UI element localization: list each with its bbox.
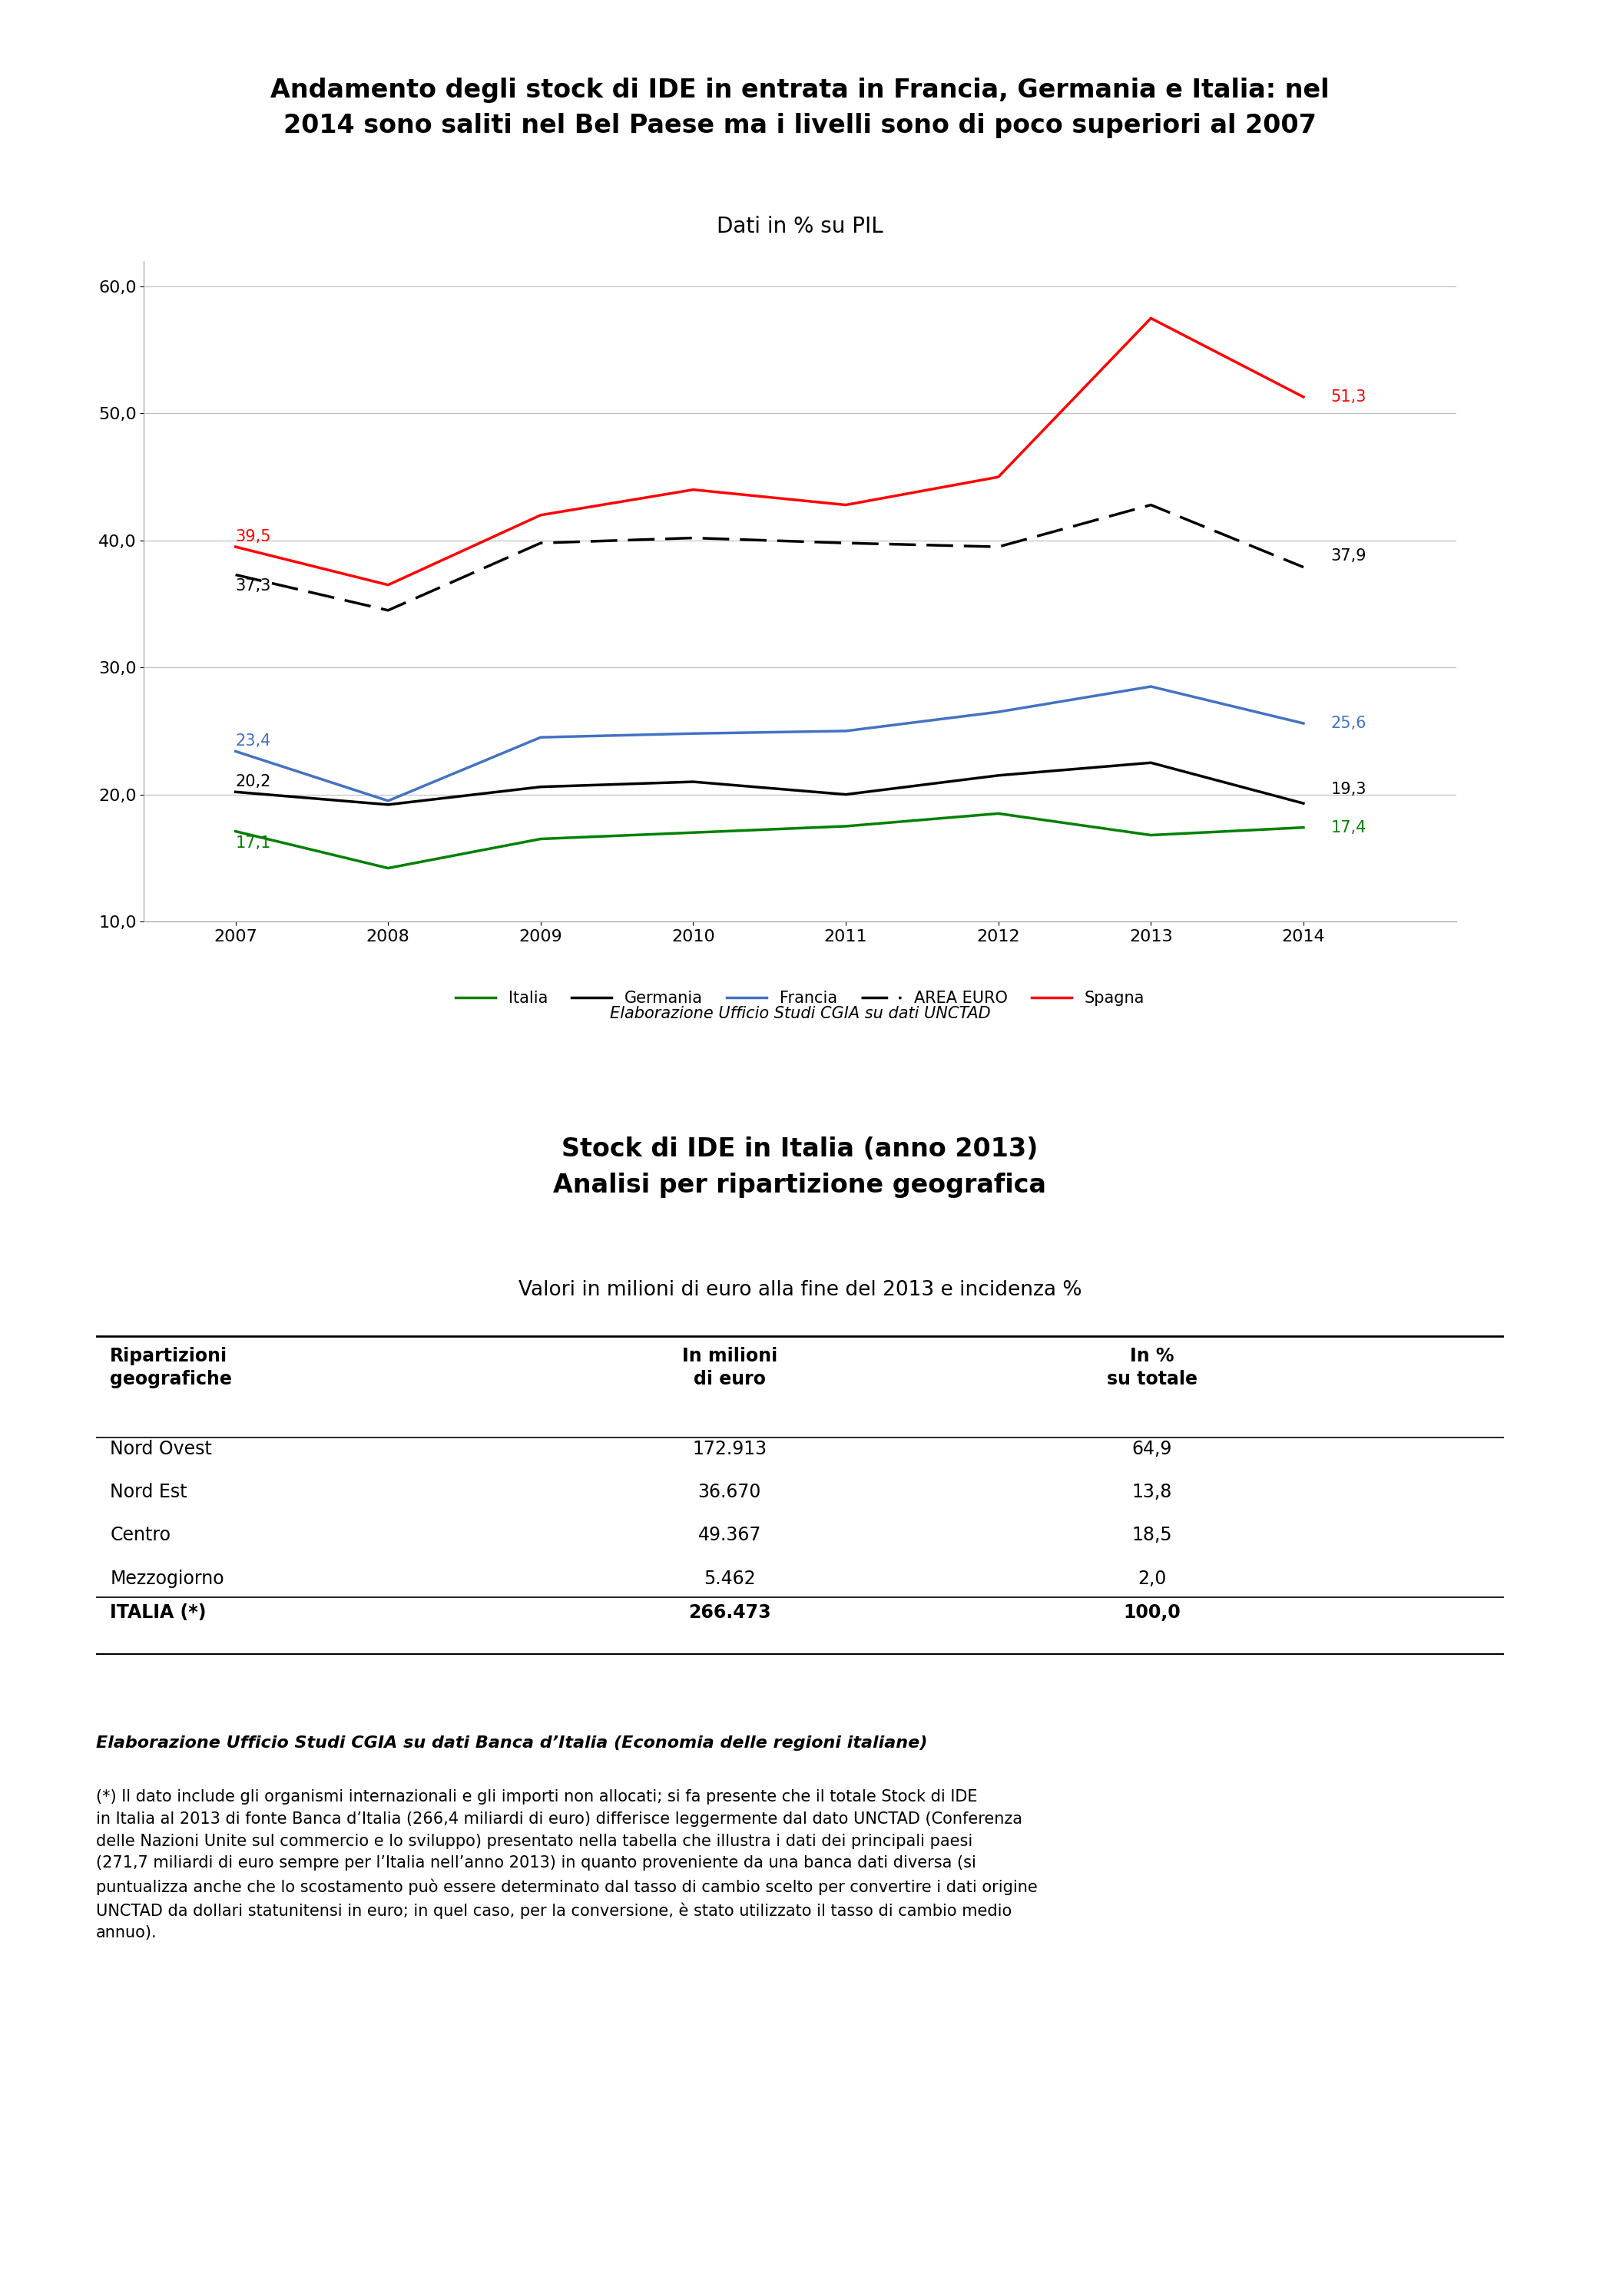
Text: Elaborazione Ufficio Studi CGIA su dati UNCTAD: Elaborazione Ufficio Studi CGIA su dati … (610, 1006, 990, 1022)
Text: 25,6: 25,6 (1331, 716, 1366, 730)
Text: Stock di IDE in Italia (anno 2013)
Analisi per ripartizione geografica: Stock di IDE in Italia (anno 2013) Anali… (554, 1137, 1046, 1199)
Text: 23,4: 23,4 (235, 732, 270, 748)
Text: Elaborazione Ufficio Studi CGIA su dati Banca d’Italia (Economia delle regioni i: Elaborazione Ufficio Studi CGIA su dati … (96, 1736, 928, 1752)
Text: 2,0: 2,0 (1138, 1570, 1166, 1589)
Text: 13,8: 13,8 (1131, 1483, 1173, 1502)
Text: Andamento degli stock di IDE in entrata in Francia, Germania e Italia: nel
2014 : Andamento degli stock di IDE in entrata … (270, 78, 1330, 138)
Text: 17,4: 17,4 (1331, 820, 1366, 836)
Text: 18,5: 18,5 (1131, 1527, 1173, 1545)
Text: 5.462: 5.462 (704, 1570, 755, 1589)
Text: 172.913: 172.913 (693, 1440, 766, 1458)
Text: 37,3: 37,3 (235, 579, 270, 595)
Text: Mezzogiorno: Mezzogiorno (110, 1570, 224, 1589)
Text: Valori in milioni di euro alla fine del 2013 e incidenza %: Valori in milioni di euro alla fine del … (518, 1281, 1082, 1300)
Text: Nord Ovest: Nord Ovest (110, 1440, 213, 1458)
Text: 17,1: 17,1 (235, 836, 270, 850)
Text: 36.670: 36.670 (698, 1483, 762, 1502)
Text: 19,3: 19,3 (1331, 781, 1366, 797)
Text: ITALIA (*): ITALIA (*) (110, 1603, 206, 1621)
Text: Ripartizioni
geografiche: Ripartizioni geografiche (110, 1348, 232, 1389)
Text: 100,0: 100,0 (1123, 1603, 1181, 1621)
Text: (*) Il dato include gli organismi internazionali e gli importi non allocati; si : (*) Il dato include gli organismi intern… (96, 1789, 1037, 1940)
Text: In %
su totale: In % su totale (1107, 1348, 1197, 1389)
Legend: Italia, Germania, Francia, AREA EURO, Spagna: Italia, Germania, Francia, AREA EURO, Sp… (450, 985, 1150, 1013)
Text: Nord Est: Nord Est (110, 1483, 187, 1502)
Text: Dati in % su PIL: Dati in % su PIL (717, 216, 883, 236)
Text: 49.367: 49.367 (698, 1527, 762, 1545)
Text: 39,5: 39,5 (235, 528, 272, 544)
Text: Centro: Centro (110, 1527, 171, 1545)
Text: 64,9: 64,9 (1131, 1440, 1173, 1458)
Text: 37,9: 37,9 (1331, 549, 1366, 563)
Text: In milioni
di euro: In milioni di euro (682, 1348, 778, 1389)
Text: 51,3: 51,3 (1331, 390, 1366, 404)
Text: 266.473: 266.473 (688, 1603, 771, 1621)
Text: 20,2: 20,2 (235, 774, 270, 790)
